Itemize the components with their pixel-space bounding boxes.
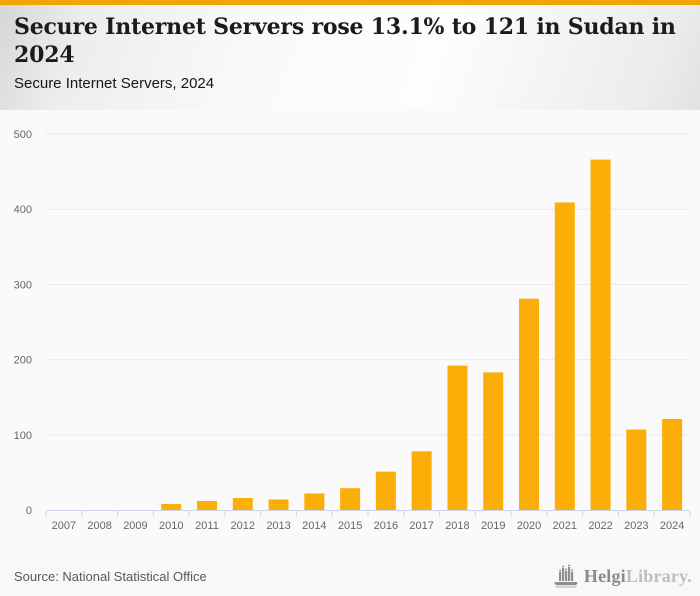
x-axis-label-2007: 2007 [52,520,76,532]
bar-2022 [590,159,611,510]
chart-footer: Source: National Statistical Office Helg… [0,556,700,596]
page-subtitle: Secure Internet Servers, 2024 [14,75,215,93]
x-axis-label-2016: 2016 [374,520,398,532]
y-axis-label-300: 300 [14,279,32,291]
x-axis-label-2019: 2019 [481,520,505,532]
x-axis-label-2013: 2013 [266,520,290,532]
y-axis-label-0: 0 [26,505,32,517]
bar-2018 [447,365,468,510]
x-axis-label-2024: 2024 [660,520,684,532]
x-axis-label-2009: 2009 [123,520,147,532]
x-axis-label-2023: 2023 [624,520,648,532]
logo-text-library: Library [625,565,688,586]
chart-canvas: 0 100 200 300 400 500 2007 2008 2009 2010 2011 2012… [14,129,691,532]
source-text: Source: National Statistical Office [14,568,207,584]
logo-text-helgi: Helgi [583,565,626,586]
bar-2020 [519,298,539,510]
y-axis-label-100: 100 [14,430,32,442]
x-axis-label-2010: 2010 [159,520,183,532]
x-axis-label-2018: 2018 [445,520,469,532]
bar-2024 [662,419,683,510]
helgi-library-logo: HelgiLibrary. [554,564,692,588]
bar-2019 [483,372,504,510]
bar-2017 [411,451,432,510]
y-axis-label-400: 400 [14,204,32,216]
bar-2014 [304,493,325,510]
bar-2011 [197,500,217,510]
logo-text: HelgiLibrary. [584,566,692,587]
x-axis-label-2008: 2008 [87,520,111,532]
x-axis-label-2011: 2011 [195,520,219,532]
bar-2013 [268,499,289,510]
bar-2012 [232,497,253,510]
top-accent-bar [0,0,700,5]
x-axis-label-2012: 2012 [231,520,255,532]
x-axis-label-2021: 2021 [553,520,577,532]
logo-text-period: . [687,565,692,586]
x-axis-label-2015: 2015 [338,520,362,532]
bar-chart: 0 100 200 300 400 500 2007 2008 2009 2010 2011 2012… [0,110,700,556]
bar-2023 [626,429,647,510]
bar-2015 [340,488,361,510]
y-axis-label-200: 200 [14,355,32,367]
bar-2021 [554,202,575,510]
x-axis-label-2017: 2017 [409,520,433,532]
y-axis-label-500: 500 [14,129,32,141]
bar-2016 [375,471,396,510]
bar-chart-logo-icon [554,564,578,588]
bar-2010 [161,503,182,510]
x-axis-label-2014: 2014 [302,520,326,532]
x-axis-label-2022: 2022 [588,520,612,532]
chart-header: Secure Internet Servers rose 13.1% to 12… [0,5,700,110]
x-axis-label-2020: 2020 [517,520,541,532]
page-title: Secure Internet Servers rose 13.1% to 12… [14,14,676,69]
